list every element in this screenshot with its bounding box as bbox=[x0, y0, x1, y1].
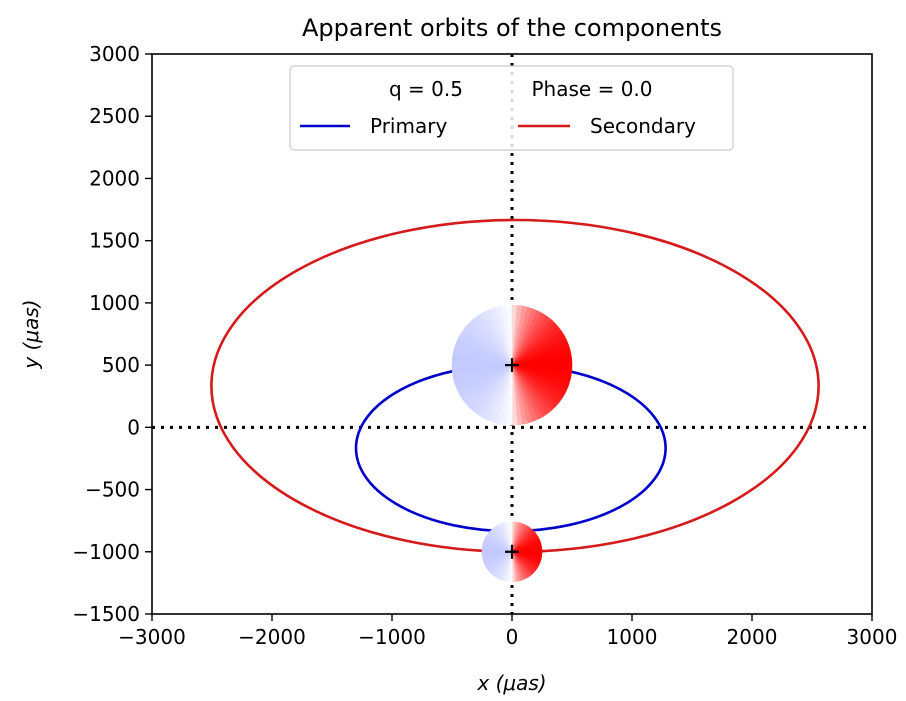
legend-box bbox=[289, 65, 734, 151]
component-disks bbox=[451, 304, 573, 583]
primary-disk bbox=[451, 304, 573, 426]
y-tick-label: 1000 bbox=[89, 291, 140, 315]
x-tick-label: −1000 bbox=[358, 625, 426, 649]
component-markers bbox=[505, 358, 519, 559]
y-tick-label: −1500 bbox=[72, 602, 140, 626]
x-tick-label: 2000 bbox=[727, 625, 778, 649]
legend-header-q: q = 0.5 bbox=[389, 77, 463, 101]
y-tick-label: 500 bbox=[102, 353, 140, 377]
y-tick-label: 1500 bbox=[89, 229, 140, 253]
legend-label-secondary: Secondary bbox=[590, 114, 696, 138]
legend: q = 0.5 Phase = 0.0 Primary Secondary bbox=[289, 65, 734, 151]
plot-area bbox=[152, 54, 872, 614]
legend-header-phase: Phase = 0.0 bbox=[532, 77, 653, 101]
x-tick-label: −3000 bbox=[118, 625, 186, 649]
y-tick-label: 2500 bbox=[89, 104, 140, 128]
chart-title: Apparent orbits of the components bbox=[302, 14, 722, 42]
y-tick-label: −500 bbox=[85, 478, 140, 502]
x-tick-label: 3000 bbox=[847, 625, 898, 649]
y-axis-label: y (μas) bbox=[19, 299, 43, 369]
y-tick-label: −1000 bbox=[72, 540, 140, 564]
legend-label-primary: Primary bbox=[370, 114, 447, 138]
x-axis-label: x (μas) bbox=[476, 671, 546, 695]
x-tick-label: −2000 bbox=[238, 625, 306, 649]
y-tick-label: 3000 bbox=[89, 42, 140, 66]
y-axis-ticks: −1500 −1000 −500 0 500 1000 1500 2000 2500 3000 bbox=[72, 42, 152, 626]
y-tick-label: 2000 bbox=[89, 166, 140, 190]
y-tick-label: 0 bbox=[127, 415, 140, 439]
secondary-disk bbox=[481, 521, 543, 583]
x-tick-label: 1000 bbox=[607, 625, 658, 649]
x-tick-label: 0 bbox=[506, 625, 519, 649]
x-axis-ticks: −3000 −2000 −1000 0 1000 2000 3000 bbox=[118, 614, 897, 649]
